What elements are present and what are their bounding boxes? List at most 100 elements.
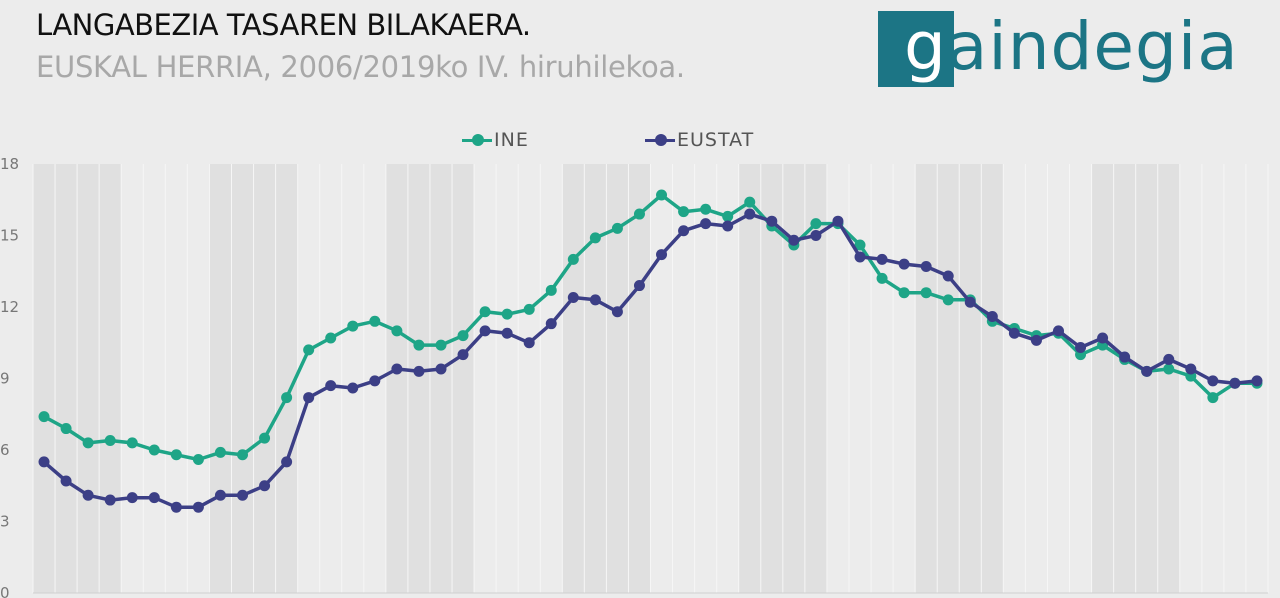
data-point-ine (479, 306, 491, 318)
data-point-ine (854, 239, 866, 251)
data-point-eustat (126, 492, 138, 504)
data-point-eustat (170, 501, 182, 513)
data-point-eustat (369, 375, 381, 387)
data-point-ine (259, 432, 271, 444)
data-point-eustat (920, 260, 932, 272)
data-point-eustat (391, 363, 403, 375)
legend-dot-ine (472, 134, 484, 146)
data-point-eustat (38, 456, 50, 468)
data-point-ine (192, 454, 204, 466)
data-point-eustat (986, 311, 998, 323)
data-point-eustat (148, 492, 160, 504)
data-point-eustat (1119, 351, 1131, 363)
legend-item-ine: INE (462, 126, 529, 154)
data-point-eustat (876, 253, 888, 265)
data-point-ine (126, 437, 138, 449)
data-point-ine (942, 294, 954, 306)
data-point-ine (303, 344, 315, 356)
data-point-eustat (810, 230, 822, 241)
legend-dot-eustat (655, 134, 667, 146)
data-point-ine (876, 272, 888, 284)
legend-label-eustat: EUSTAT (677, 129, 755, 151)
data-point-ine (60, 423, 72, 435)
logo-text-first: g (904, 8, 947, 85)
data-point-ine (633, 208, 645, 220)
data-point-ine (545, 284, 557, 296)
chart-subtitle: EUSKAL HERRIA, 2006/2019ko IV. hiruhilek… (36, 50, 685, 84)
data-point-ine (38, 411, 50, 423)
data-point-eustat (678, 225, 690, 237)
data-point-ine (523, 303, 535, 315)
data-point-eustat (832, 215, 844, 227)
legend-label-ine: INE (494, 129, 529, 151)
data-point-ine (104, 434, 116, 446)
data-point-ine (611, 222, 623, 234)
y-tick-label: 3 (0, 513, 10, 531)
y-tick-label: 6 (0, 441, 10, 459)
data-point-eustat (1052, 325, 1064, 337)
data-point-eustat (567, 291, 579, 303)
data-point-eustat (1229, 377, 1241, 389)
data-point-eustat (964, 296, 976, 308)
data-point-eustat (589, 294, 601, 306)
data-point-ine (435, 339, 447, 351)
data-point-eustat (611, 306, 623, 318)
data-point-ine (920, 287, 932, 299)
data-point-eustat (1163, 353, 1175, 365)
data-point-ine (170, 449, 182, 461)
logo-text: gaindegia (904, 14, 1239, 80)
data-point-eustat (303, 392, 315, 404)
data-point-ine (391, 325, 403, 337)
data-point-ine (413, 339, 425, 351)
data-point-ine (501, 308, 513, 320)
data-point-ine (567, 253, 579, 265)
data-point-ine (1207, 392, 1219, 404)
data-point-ine (700, 203, 712, 215)
data-point-eustat (104, 494, 116, 506)
data-point-eustat (1075, 342, 1087, 354)
data-point-eustat (700, 218, 712, 230)
data-point-eustat (766, 215, 778, 227)
data-point-eustat (788, 234, 800, 246)
data-point-eustat (192, 501, 204, 513)
data-point-ine (237, 449, 249, 461)
data-point-eustat (1207, 375, 1219, 387)
data-point-eustat (435, 363, 447, 375)
data-point-eustat (1141, 365, 1153, 377)
data-point-eustat (633, 280, 645, 292)
data-point-eustat (60, 475, 72, 487)
data-point-eustat (1185, 363, 1197, 375)
y-tick-label: 15 (0, 227, 19, 245)
data-point-eustat (1097, 332, 1109, 344)
legend-line-eustat (645, 134, 675, 146)
logo-box (878, 11, 954, 87)
legend-line-ine (462, 134, 492, 146)
data-point-ine (369, 315, 381, 327)
data-point-eustat (214, 489, 226, 501)
data-point-eustat (1030, 334, 1042, 346)
legend-item-eustat: EUSTAT (645, 126, 754, 154)
data-point-eustat (744, 208, 756, 220)
data-point-eustat (259, 480, 271, 492)
data-point-ine (214, 446, 226, 458)
data-point-eustat (479, 325, 491, 337)
data-point-ine (1163, 363, 1175, 375)
data-point-eustat (82, 489, 94, 501)
data-point-eustat (722, 220, 734, 232)
data-point-ine (457, 330, 469, 342)
data-point-ine (347, 320, 359, 332)
data-point-ine (678, 206, 690, 218)
data-point-ine (589, 232, 601, 244)
data-point-eustat (347, 382, 359, 394)
data-point-eustat (656, 249, 668, 261)
y-tick-label: 0 (0, 584, 10, 598)
data-point-ine (148, 444, 160, 456)
data-point-ine (82, 437, 94, 449)
data-point-eustat (413, 365, 425, 377)
y-tick-label: 9 (0, 370, 10, 388)
data-point-eustat (1008, 327, 1020, 339)
data-point-ine (810, 218, 822, 230)
data-point-eustat (237, 489, 249, 501)
chart-legend: INE EUSTAT (0, 126, 1280, 154)
chart-title: LANGABEZIA TASAREN BILAKAERA. (36, 8, 531, 42)
